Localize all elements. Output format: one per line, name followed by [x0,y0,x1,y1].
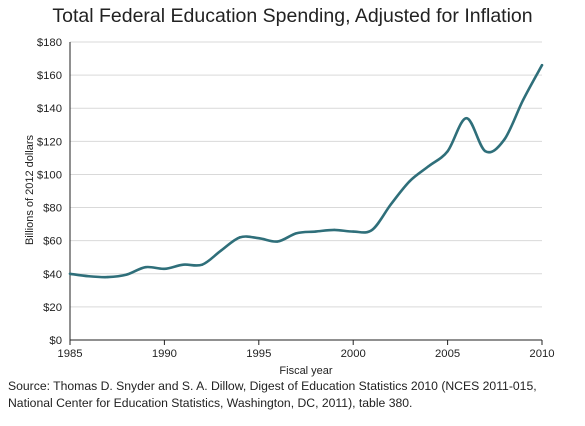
data-point [314,230,317,233]
data-point [408,179,412,183]
y-tick-label: $80 [43,203,62,215]
data-point [484,150,487,153]
data-point [427,164,430,168]
data-point [200,263,204,266]
y-tick-label: $160 [37,70,62,82]
y-tick-label: $100 [37,169,62,181]
data-point [521,98,525,102]
data-point [125,273,128,276]
y-axis-label: Billions of 2012 dollars [24,134,36,245]
chart-title: Total Federal Education Spending, Adjust… [52,5,533,27]
source-note: Source: Thomas D. Snyder and S. A. Dillo… [8,379,537,410]
y-tick-label: $120 [37,136,62,148]
data-point [446,150,449,153]
x-tick-label: 2000 [341,348,366,360]
gridlines [70,41,542,308]
data-point [219,249,223,252]
data-point [295,232,298,235]
x-tick-label: 2010 [529,348,554,360]
x-tick-label: 1985 [57,348,82,360]
data-point [540,63,544,67]
data-point [87,275,91,278]
x-tick-label: 1995 [246,348,271,360]
data-point [352,230,355,233]
x-axis-ticks: 1985 1990 1995 2000 2005 2010 [57,340,555,360]
data-point [182,263,185,266]
data-point [163,267,166,271]
y-tick-label: $0 [49,335,62,347]
data-point [465,116,468,120]
data-point [238,236,242,239]
data-point [503,138,506,141]
data-point [370,228,374,232]
data-point [276,240,279,243]
data-point [257,236,260,240]
series-group [68,63,544,279]
x-tick-label: 1990 [152,348,177,360]
y-tick-label: $180 [37,37,62,49]
data-point [389,203,393,206]
data-point [68,272,72,275]
y-tick-label: $40 [43,269,62,281]
y-axis-ticks: $0 $20 $40 $60 $80 $100 $120 $140 $160 $180 [37,37,62,347]
y-tick-label: $20 [43,302,62,314]
y-tick-label: $60 [43,236,62,248]
y-tick-label: $140 [37,103,62,115]
spending-line [68,63,544,279]
x-axis-label: Fiscal year [279,365,333,377]
data-point [144,265,147,269]
axes [69,42,542,341]
x-tick-label: 2005 [435,348,460,360]
data-point [333,228,336,232]
data-point [106,275,109,279]
